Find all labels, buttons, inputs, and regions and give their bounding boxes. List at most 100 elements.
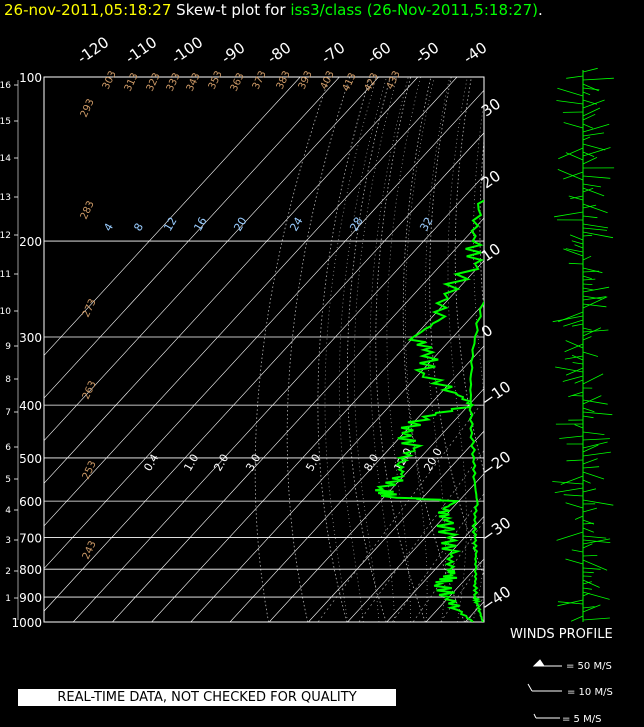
wind-barb [582, 147, 611, 157]
wind-barb [552, 481, 584, 485]
isotherm-line [44, 77, 419, 484]
thetae-label: 32 [417, 215, 435, 234]
winds-profile [552, 67, 615, 622]
theta-label: 323 [145, 71, 163, 93]
isotherm-line [308, 430, 484, 622]
wind-barb [582, 113, 596, 121]
wind-barb [582, 296, 607, 301]
isotherm-line [583, 77, 644, 622]
right-temp-label: −30 [478, 513, 514, 546]
wind-barb [574, 244, 584, 249]
right-temp-label: 0 [478, 321, 496, 341]
thetae-label: 20 [231, 215, 249, 234]
plot-border [43, 76, 485, 623]
wind-barb [571, 240, 584, 245]
mixing-ratio-grid [317, 404, 484, 622]
wind-barb [582, 67, 598, 73]
top-temp-label: -70 [318, 38, 348, 67]
top-temp-label: -60 [364, 38, 394, 67]
wind-barb [582, 395, 602, 405]
wind-barb [582, 91, 591, 96]
isotherm-line [151, 260, 484, 622]
theta-label: 423 [363, 71, 381, 93]
moist-adiabat [425, 77, 451, 622]
wind-key-barb-half [533, 713, 560, 719]
wind-barb [582, 466, 600, 469]
wind-barb [554, 211, 584, 218]
wind-barb [582, 571, 594, 574]
top-temp-label: -100 [168, 33, 206, 67]
wind-barb [582, 287, 594, 291]
top-temp-label: -90 [218, 38, 248, 67]
isotherm-line [72, 175, 484, 622]
wind-barb [564, 355, 584, 360]
height-label: 4 [5, 506, 11, 516]
wind-barb [570, 195, 584, 199]
top-temp-label: -80 [264, 38, 294, 67]
mixing-ratio-line [412, 520, 484, 622]
height-label: 1 [5, 594, 11, 604]
wind-barb [582, 107, 601, 117]
wind-barb [582, 351, 599, 357]
wind-barb [582, 183, 601, 188]
isotherm-line [268, 388, 484, 622]
wind-barb [566, 75, 584, 79]
dry-adiabat-grid [254, 77, 644, 622]
height-label: 15 [0, 117, 11, 127]
wind-barb [582, 234, 593, 237]
wind-barb [582, 123, 610, 133]
wind-barb [564, 343, 584, 353]
wind-barb [582, 543, 593, 549]
pressure-label: 300 [19, 331, 42, 345]
wind-barb [559, 435, 584, 439]
wind-barb [582, 187, 594, 193]
top-temp-label: -50 [412, 38, 442, 67]
isotherm-grid [44, 77, 644, 622]
wind-barb [582, 471, 605, 480]
height-label: 16 [0, 81, 11, 91]
wind-barb [582, 604, 601, 613]
wind-barb [582, 215, 598, 219]
wind-barb [582, 223, 609, 229]
wind-barb [555, 366, 584, 373]
quality-notice: REAL-TIME DATA, NOT CHECKED FOR QUALITY [18, 689, 396, 706]
wind-barb [582, 579, 600, 588]
isotherm-line [44, 89, 484, 569]
top-temp-label: -110 [122, 33, 160, 67]
thetae-label: 24 [287, 215, 305, 234]
isotherm-line [425, 558, 484, 622]
height-label: 12 [0, 231, 11, 241]
wind-barb [554, 487, 584, 493]
wind-barb [565, 340, 584, 349]
wind-barb [582, 507, 598, 513]
wind-barb [563, 122, 584, 129]
dry-adiabat [614, 77, 644, 622]
wind-barb [566, 459, 584, 462]
mixing-ratio-label: 20.0 [421, 446, 445, 474]
theta-label: 303 [101, 69, 119, 91]
wind-barb [552, 315, 584, 323]
theta-label: 343 [185, 71, 203, 93]
height-label: 6 [5, 443, 11, 453]
axis-labels: 1002003004005006007008009001000123456789… [0, 33, 514, 630]
wind-barb [582, 591, 610, 600]
wind-barb [582, 203, 608, 214]
wind-barb [560, 475, 584, 485]
pressure-label: 700 [19, 532, 42, 546]
wind-barb [557, 169, 584, 181]
wind-barb [582, 283, 593, 285]
theta-label: 353 [207, 69, 225, 91]
thetae-label: 4 [101, 221, 116, 234]
wind-key-barb-full [527, 683, 562, 692]
wind-barb [574, 379, 584, 384]
moist-adiabat [353, 77, 398, 622]
wind-barb [582, 438, 610, 441]
wind-barb [582, 286, 610, 293]
title-end: . [537, 1, 543, 19]
dry-adiabat [634, 77, 644, 622]
dry-adiabat [347, 77, 391, 622]
theta-label: 253 [81, 459, 99, 481]
sounding-profiles [375, 199, 484, 622]
wind-barb [582, 592, 590, 597]
